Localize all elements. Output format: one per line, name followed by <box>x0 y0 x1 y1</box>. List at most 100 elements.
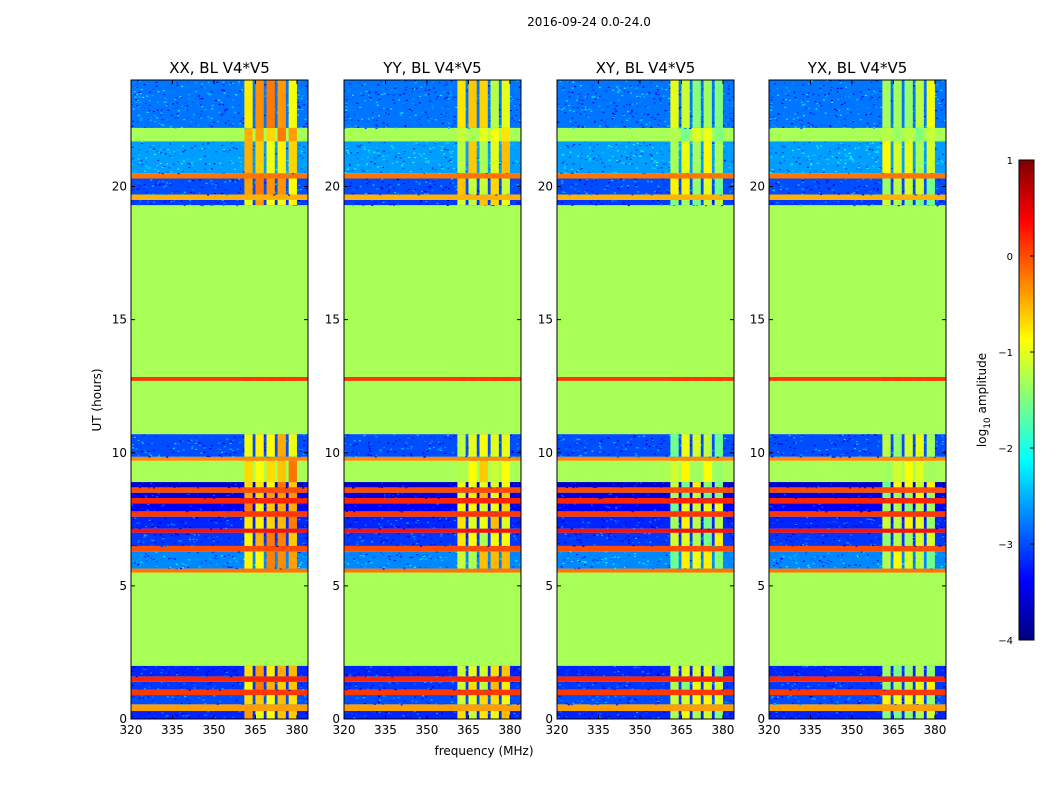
noise-speck <box>357 120 360 122</box>
noise-speck <box>161 159 164 161</box>
noise-speck <box>574 503 577 505</box>
noise-speck <box>445 112 448 114</box>
noise-speck <box>265 89 268 91</box>
noise-speck <box>417 540 420 542</box>
noise-speck <box>514 84 517 86</box>
noise-speck <box>210 168 213 170</box>
signal-channel <box>457 173 466 179</box>
noise-speck <box>345 96 348 98</box>
noise-speck <box>209 681 212 684</box>
noise-speck <box>578 455 581 457</box>
noise-speck <box>434 437 437 439</box>
noise-speck <box>355 518 358 520</box>
noise-speck <box>634 537 637 539</box>
noise-speck <box>359 559 362 561</box>
noise-speck <box>724 701 727 704</box>
noise-speck <box>253 564 256 566</box>
noise-speck <box>373 698 376 700</box>
signal-channel <box>490 503 499 512</box>
noise-speck <box>233 557 236 559</box>
signal-channel <box>244 482 253 488</box>
noise-speck <box>653 452 656 454</box>
signal-channel <box>692 551 701 569</box>
noise-speck <box>476 203 479 205</box>
noise-speck <box>211 687 214 689</box>
noise-speck <box>405 716 408 718</box>
noise-speck <box>184 525 187 528</box>
y-tick-label: 20 <box>112 180 127 194</box>
noise-speck <box>232 437 235 439</box>
signal-channel <box>255 199 264 206</box>
noise-speck <box>447 199 450 202</box>
noise-speck <box>381 93 384 96</box>
noise-speck <box>143 666 146 668</box>
noise-speck <box>304 702 307 704</box>
noise-speck <box>237 83 240 85</box>
signal-channel <box>670 665 679 677</box>
time-block-rfi <box>344 194 521 200</box>
noise-speck <box>297 94 300 96</box>
noise-speck <box>575 486 578 489</box>
signal-channel <box>244 487 253 493</box>
noise-speck <box>390 89 393 91</box>
noise-speck <box>620 450 623 452</box>
noise-speck <box>377 155 380 157</box>
noise-speck <box>347 517 350 519</box>
time-block-rfi <box>344 528 521 533</box>
signal-channel <box>670 676 679 682</box>
noise-speck <box>150 551 153 554</box>
noise-speck <box>149 154 152 156</box>
signal-channel <box>681 460 690 483</box>
signal-channel <box>703 681 712 690</box>
noise-speck <box>584 674 587 676</box>
noise-speck <box>180 567 183 570</box>
signal-channel <box>244 434 253 457</box>
noise-speck <box>302 104 305 106</box>
noise-speck <box>183 106 186 108</box>
signal-channel <box>255 178 264 195</box>
noise-speck <box>137 163 140 165</box>
noise-speck <box>444 186 447 188</box>
time-block-noise <box>344 503 521 512</box>
noise-speck <box>456 544 459 546</box>
noise-speck <box>412 143 415 145</box>
noise-speck <box>207 194 210 196</box>
noise-speck <box>303 484 306 487</box>
noise-speck <box>229 440 232 442</box>
noise-speck <box>447 167 450 169</box>
noise-speck <box>162 504 165 506</box>
noise-speck <box>405 442 408 444</box>
signal-channel <box>670 503 679 512</box>
noise-speck <box>388 184 391 186</box>
noise-speck <box>432 120 435 122</box>
signal-channel <box>255 141 264 174</box>
noise-speck <box>633 554 636 557</box>
noise-speck <box>596 534 599 536</box>
noise-speck <box>296 495 299 497</box>
noise-speck <box>303 444 306 446</box>
noise-speck <box>352 456 355 458</box>
noise-speck <box>432 81 435 84</box>
signal-channel <box>490 80 499 128</box>
noise-speck <box>636 666 639 669</box>
noise-speck <box>354 154 357 156</box>
noise-speck <box>223 142 226 145</box>
noise-speck <box>613 700 616 702</box>
noise-speck <box>410 446 413 448</box>
noise-speck <box>383 142 386 144</box>
noise-speck <box>655 564 658 566</box>
noise-speck <box>430 537 433 540</box>
noise-speck <box>354 443 357 445</box>
noise-speck <box>132 444 135 446</box>
noise-speck <box>647 560 650 562</box>
noise-speck <box>378 711 381 714</box>
noise-speck <box>690 682 693 685</box>
noise-speck <box>216 120 219 123</box>
noise-speck <box>138 149 141 151</box>
noise-speck <box>180 163 183 165</box>
noise-speck <box>137 181 140 183</box>
noise-speck <box>177 506 180 508</box>
noise-speck <box>625 483 628 485</box>
noise-speck <box>631 519 634 521</box>
time-block-rfi <box>131 487 308 493</box>
